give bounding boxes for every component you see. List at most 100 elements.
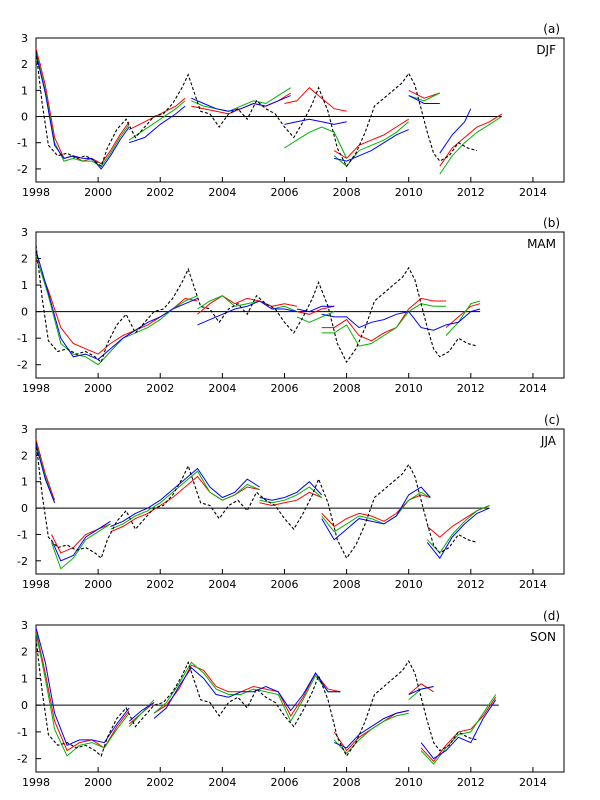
y-tick-label: 2 bbox=[21, 449, 28, 462]
y-tick-label: 0 bbox=[21, 699, 28, 712]
x-tick-label: 2002 bbox=[146, 776, 174, 789]
x-tick-label: 2000 bbox=[84, 382, 112, 395]
x-tick-label: 2014 bbox=[519, 578, 547, 591]
series-line-blue bbox=[128, 702, 155, 722]
series-line-green bbox=[321, 491, 431, 533]
series-line-green bbox=[51, 523, 111, 570]
series-line-green bbox=[35, 255, 198, 366]
series-line-green bbox=[333, 121, 410, 168]
series-line-green bbox=[191, 87, 291, 112]
y-tick-label: -1 bbox=[17, 726, 28, 739]
y-tick-label: 1 bbox=[21, 84, 28, 97]
series-line-red bbox=[296, 305, 335, 315]
series-line-blue bbox=[259, 481, 323, 501]
x-tick-label: 2002 bbox=[146, 578, 174, 591]
series-line-red bbox=[197, 295, 298, 315]
series-line-blue bbox=[334, 710, 409, 749]
series-line-green bbox=[128, 100, 186, 141]
y-tick-label: 2 bbox=[21, 646, 28, 659]
observed-dashed-line bbox=[35, 245, 478, 364]
season-label: SON bbox=[530, 630, 556, 644]
x-tick-label: 2012 bbox=[457, 382, 485, 395]
season-label: MAM bbox=[527, 237, 556, 251]
y-tick-label: -2 bbox=[17, 163, 28, 176]
series-line-red bbox=[259, 491, 322, 507]
series-line-red bbox=[321, 297, 446, 342]
panel-label: (d) bbox=[543, 609, 560, 623]
series-line-blue bbox=[35, 444, 56, 503]
y-tick-label: 0 bbox=[21, 306, 28, 319]
x-tick-label: 2004 bbox=[208, 578, 236, 591]
series-line-blue bbox=[197, 300, 298, 326]
series-line-blue bbox=[35, 53, 130, 170]
series-line-blue bbox=[129, 105, 186, 144]
panel-label: (b) bbox=[543, 216, 560, 230]
x-tick-label: 2010 bbox=[395, 186, 423, 199]
x-tick-label: 1998 bbox=[22, 382, 50, 395]
x-tick-label: 2014 bbox=[519, 776, 547, 789]
series-line-green bbox=[408, 92, 441, 102]
plot-frame bbox=[35, 624, 565, 773]
series-line-red bbox=[35, 439, 56, 501]
observed-dashed-line bbox=[35, 442, 478, 560]
x-tick-label: 2000 bbox=[84, 186, 112, 199]
y-tick-label: 1 bbox=[21, 672, 28, 685]
series-line-blue bbox=[426, 507, 490, 560]
x-tick-label: 2004 bbox=[208, 382, 236, 395]
x-tick-label: 1998 bbox=[22, 776, 50, 789]
x-tick-label: 2010 bbox=[395, 382, 423, 395]
observed-dashed-line bbox=[35, 638, 478, 758]
x-tick-label: 2014 bbox=[519, 186, 547, 199]
series-line-green bbox=[284, 126, 348, 159]
panel-djf: 3 2 1 0 -1 -2 1998 2000 2002 2004 2006 2008 2010 2012… bbox=[17, 22, 565, 199]
x-tick-label: 2006 bbox=[270, 578, 298, 591]
plot-frame bbox=[35, 428, 565, 575]
x-tick-label: 2008 bbox=[333, 186, 361, 199]
series-line-blue bbox=[408, 95, 440, 104]
x-tick-label: 2000 bbox=[84, 578, 112, 591]
x-tick-label: 2012 bbox=[457, 776, 485, 789]
series-line-green bbox=[35, 632, 130, 757]
series-line-red bbox=[420, 696, 497, 763]
series-line-blue bbox=[334, 129, 409, 162]
y-tick-label: -1 bbox=[17, 137, 28, 150]
y-tick-label: 1 bbox=[21, 279, 28, 292]
y-tick-label: 3 bbox=[21, 226, 28, 239]
series-line-red bbox=[153, 664, 341, 717]
series-line-blue bbox=[110, 467, 260, 527]
season-label: DJF bbox=[536, 43, 556, 57]
y-tick-label: 2 bbox=[21, 58, 28, 71]
series-line-red bbox=[333, 710, 409, 752]
y-tick-label: 3 bbox=[21, 619, 28, 632]
series-line-red bbox=[333, 118, 409, 160]
series-line-red bbox=[321, 494, 431, 528]
x-tick-label: 2002 bbox=[146, 382, 174, 395]
x-tick-label: 2014 bbox=[519, 382, 547, 395]
series-line-blue bbox=[408, 686, 434, 695]
series-line-red bbox=[35, 630, 130, 752]
x-tick-label: 2002 bbox=[146, 186, 174, 199]
x-tick-label: 1998 bbox=[22, 186, 50, 199]
series-line-blue bbox=[445, 308, 481, 326]
x-tick-label: 2010 bbox=[395, 776, 423, 789]
series-line-blue bbox=[191, 95, 291, 112]
series-line-red bbox=[408, 89, 440, 99]
x-tick-label: 2012 bbox=[457, 578, 485, 591]
series-line-blue bbox=[35, 627, 130, 746]
panel-mam: 3 2 1 0 -1 -2 1998 2000 2002 2004 2006 2008 2010 2012… bbox=[17, 216, 565, 395]
x-tick-label: 2010 bbox=[395, 578, 423, 591]
series-line-blue bbox=[439, 108, 472, 154]
series-line-green bbox=[445, 300, 481, 336]
series-line-green bbox=[333, 712, 409, 755]
x-tick-label: 2006 bbox=[270, 382, 298, 395]
series-line-blue bbox=[35, 250, 198, 360]
x-tick-label: 2004 bbox=[208, 186, 236, 199]
series-line-green bbox=[197, 295, 298, 313]
series-line-red bbox=[439, 113, 503, 167]
plot-frame bbox=[35, 37, 565, 183]
series-line-green bbox=[426, 505, 490, 554]
y-tick-label: 1 bbox=[21, 476, 28, 489]
series-line-red bbox=[284, 87, 347, 112]
panel-label: (c) bbox=[544, 413, 560, 427]
